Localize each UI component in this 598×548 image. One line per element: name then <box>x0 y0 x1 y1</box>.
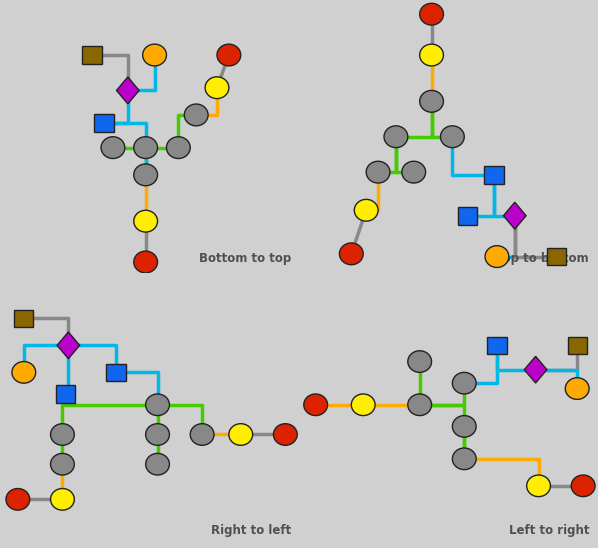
Circle shape <box>441 126 464 147</box>
Bar <box>568 336 587 354</box>
Bar <box>94 114 114 132</box>
Bar <box>487 336 507 354</box>
Circle shape <box>527 475 550 496</box>
Circle shape <box>134 136 157 158</box>
Circle shape <box>217 44 241 66</box>
Bar <box>547 248 566 265</box>
Bar <box>484 166 504 184</box>
Circle shape <box>420 44 444 66</box>
Polygon shape <box>117 77 139 104</box>
Circle shape <box>420 3 444 25</box>
Text: Left to right: Left to right <box>508 524 589 537</box>
Circle shape <box>408 394 432 415</box>
Bar <box>457 207 477 225</box>
Circle shape <box>101 136 125 158</box>
Circle shape <box>134 251 157 273</box>
Circle shape <box>402 161 426 183</box>
Circle shape <box>571 475 595 496</box>
Bar <box>83 46 102 64</box>
Circle shape <box>134 164 157 186</box>
Circle shape <box>366 161 390 183</box>
Circle shape <box>12 362 36 383</box>
Circle shape <box>166 136 190 158</box>
Circle shape <box>452 372 476 394</box>
Circle shape <box>408 351 432 372</box>
Text: Bottom to top: Bottom to top <box>199 252 291 265</box>
Circle shape <box>143 44 166 66</box>
Circle shape <box>273 424 297 446</box>
Circle shape <box>340 243 363 265</box>
Text: Top to bottom: Top to bottom <box>496 252 589 265</box>
Circle shape <box>452 415 476 437</box>
Text: Right to left: Right to left <box>211 524 291 537</box>
Circle shape <box>420 90 444 112</box>
Circle shape <box>485 246 509 267</box>
Circle shape <box>565 378 589 399</box>
Circle shape <box>51 424 74 446</box>
Circle shape <box>304 394 328 415</box>
Polygon shape <box>524 356 547 383</box>
Circle shape <box>51 488 74 510</box>
Circle shape <box>190 424 214 446</box>
Circle shape <box>205 77 229 99</box>
Circle shape <box>134 210 157 232</box>
Circle shape <box>229 424 252 446</box>
Bar <box>106 363 126 381</box>
Circle shape <box>452 448 476 470</box>
Circle shape <box>354 199 378 221</box>
Circle shape <box>51 453 74 475</box>
Polygon shape <box>504 202 526 229</box>
Circle shape <box>384 126 408 147</box>
Circle shape <box>146 424 169 446</box>
Polygon shape <box>57 332 80 359</box>
Circle shape <box>146 453 169 475</box>
Circle shape <box>351 394 375 415</box>
Bar <box>14 310 33 327</box>
Bar <box>56 385 75 403</box>
Circle shape <box>146 394 169 415</box>
Circle shape <box>184 104 208 126</box>
Circle shape <box>6 488 30 510</box>
